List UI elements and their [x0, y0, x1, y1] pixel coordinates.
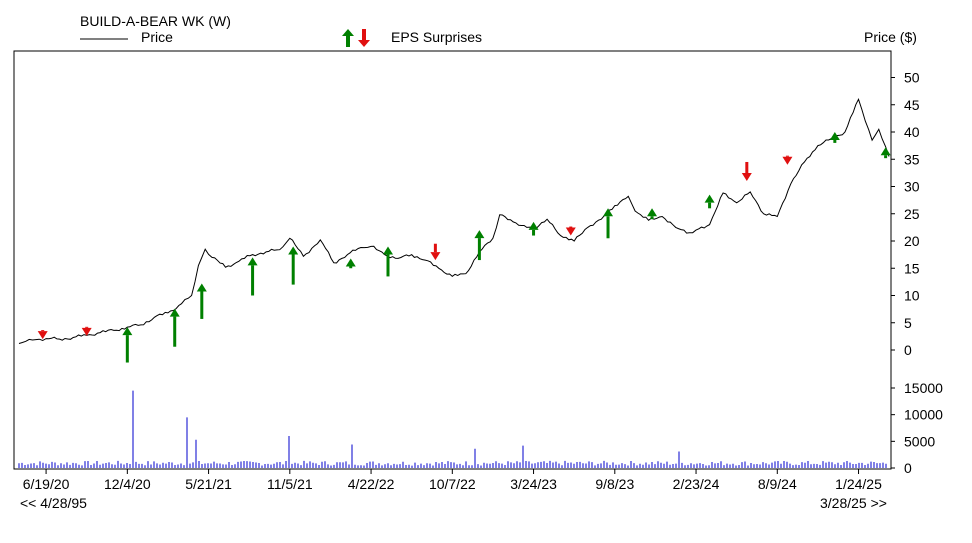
price-tick-label: 20	[904, 233, 920, 249]
eps-up-arrow	[704, 194, 715, 209]
chart-frame	[13, 50, 892, 470]
x-tick-label: 2/23/24	[673, 476, 720, 492]
eps-up-arrow	[345, 258, 356, 269]
price-axis-label: Price ($)	[864, 29, 917, 45]
price-tick-label: 25	[904, 206, 920, 222]
price-tick-label: 35	[904, 151, 920, 167]
x-tick-label: 9/8/23	[595, 476, 634, 492]
x-tick-label: 11/5/21	[267, 476, 313, 492]
range-start-label: << 4/28/95	[20, 495, 87, 511]
price-legend-label: Price	[141, 29, 173, 45]
eps-legend-label: EPS Surprises	[391, 29, 483, 45]
price-legend-line	[80, 38, 128, 40]
range-end-label: 3/28/25 >>	[820, 495, 887, 511]
x-tick-label: 5/21/21	[185, 476, 232, 492]
eps-up-legend-arrow	[342, 29, 354, 47]
x-tick-label: 6/19/20	[23, 476, 70, 492]
volume-bars	[18, 390, 887, 468]
x-tick-label: 3/24/23	[510, 476, 557, 492]
chart-title: BUILD-A-BEAR WK (W)	[80, 13, 231, 29]
x-tick-label: 1/24/25	[835, 476, 882, 492]
x-tick-label: 8/9/24	[758, 476, 797, 492]
price-line	[18, 97, 890, 344]
eps-up-arrow	[647, 208, 658, 220]
eps-up-arrow	[528, 221, 539, 236]
eps-up-arrow	[247, 257, 258, 296]
price-tick-label: 30	[904, 179, 920, 195]
x-tick-label: 10/7/22	[429, 476, 476, 492]
price-axis: 0 5 10 15 20 25 30 35 40 45 50	[891, 70, 920, 358]
eps-up-arrow	[122, 327, 133, 363]
eps-legend-icon	[342, 29, 370, 47]
price-tick-label: 5	[904, 315, 912, 331]
volume-tick-label: 15000	[904, 380, 943, 396]
x-tick-label: 4/22/22	[348, 476, 395, 492]
volume-axis: 0 5000 10000 15000	[891, 380, 943, 476]
price-tick-label: 40	[904, 124, 920, 140]
price-tick-label: 50	[904, 70, 920, 86]
volume-tick-label: 0	[904, 460, 912, 476]
eps-down-arrow	[782, 155, 793, 165]
price-tick-label: 0	[904, 342, 912, 358]
volume-tick-label: 10000	[904, 407, 943, 423]
eps-down-arrow	[430, 243, 441, 261]
price-series	[18, 97, 890, 344]
x-axis: 6/19/20 12/4/20 5/21/21 11/5/21 4/22/22 10/7/…	[23, 469, 882, 492]
price-tick-label: 10	[904, 288, 920, 304]
volume-tick-label: 5000	[904, 433, 935, 449]
eps-up-arrow	[829, 132, 840, 143]
eps-down-arrow	[81, 326, 92, 336]
eps-up-arrow	[196, 283, 207, 319]
eps-up-arrow	[382, 246, 393, 277]
price-tick-label: 15	[904, 260, 920, 276]
x-tick-label: 12/4/20	[104, 476, 151, 492]
eps-down-arrow	[565, 226, 576, 236]
eps-up-arrow	[288, 246, 299, 285]
eps-up-arrow	[474, 230, 485, 261]
eps-up-arrow	[169, 308, 180, 347]
eps-down-legend-arrow	[358, 29, 370, 47]
eps-down-arrow	[741, 161, 752, 182]
eps-up-arrow	[603, 208, 614, 239]
eps-up-arrow	[880, 147, 891, 159]
eps-down-arrow	[37, 330, 48, 340]
eps-markers	[37, 132, 891, 363]
price-tick-label: 45	[904, 97, 920, 113]
